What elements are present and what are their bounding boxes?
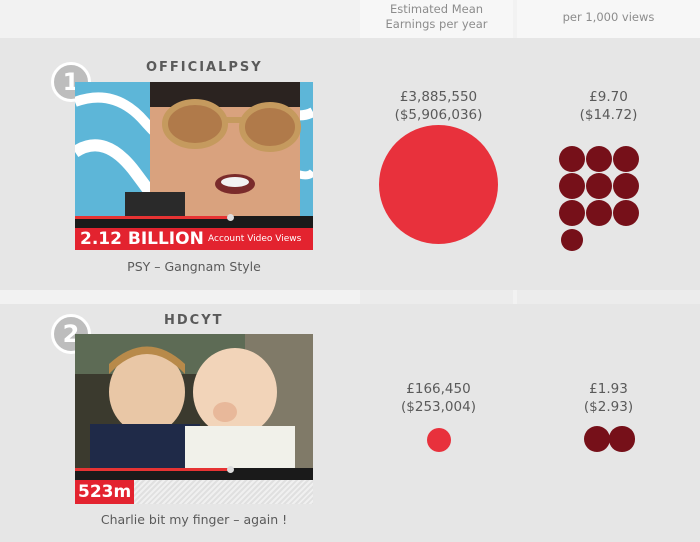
earnings-dot-1 — [379, 125, 498, 244]
header-earnings: Estimated Mean Earnings per year — [360, 0, 513, 40]
per-view-dot-partial — [561, 229, 583, 251]
separator-cell — [357, 290, 360, 304]
video-title-2: Charlie bit my finger – again ! — [100, 512, 288, 527]
per-view-dot — [613, 146, 639, 172]
views-banner-2: 523m — [75, 480, 313, 504]
per-view-dot — [559, 200, 585, 226]
per-view-dot — [584, 426, 610, 452]
per-view-usd-2: ($2.93) — [583, 399, 634, 415]
per-view-dot — [586, 173, 612, 199]
per-view-dot — [613, 173, 639, 199]
earnings-gbp-2: £166,450 — [406, 381, 471, 397]
views-label-1: Account Video Views — [208, 234, 302, 244]
per-view-usd-1: ($14.72) — [579, 107, 638, 123]
per-view-dot — [586, 200, 612, 226]
per-view-dot-partial — [609, 426, 635, 452]
earnings-usd-2: ($253,004) — [401, 399, 476, 415]
channel-name-2: HDCYT — [164, 313, 224, 328]
per-view-dot — [559, 173, 585, 199]
progress-bar-2[interactable] — [75, 468, 230, 471]
per-view-dots-1 — [559, 146, 669, 251]
earnings-dot-2 — [427, 428, 451, 452]
video-thumbnail-2[interactable]: 523m — [75, 334, 313, 504]
separator-cell — [517, 290, 700, 304]
earnings-1: £3,885,550 ($5,906,036) — [360, 88, 517, 124]
header-per-1000: per 1,000 views — [517, 0, 700, 38]
video-title-1: PSY – Gangnam Style — [127, 259, 261, 274]
views-number-1: 2.12 BILLION — [80, 229, 204, 249]
per-view-dot — [559, 146, 585, 172]
per-view-1: £9.70 ($14.72) — [530, 88, 687, 124]
per-view-dot — [586, 146, 612, 172]
per-view-dots-2 — [584, 426, 644, 456]
progress-bar-1[interactable] — [75, 216, 230, 219]
earnings-2: £166,450 ($253,004) — [360, 380, 517, 416]
earnings-usd-1: ($5,906,036) — [394, 107, 483, 123]
per-view-gbp-2: £1.93 — [589, 381, 628, 397]
progress-knob-1[interactable] — [227, 214, 234, 221]
per-view-2: £1.93 ($2.93) — [530, 380, 687, 416]
progress-knob-2[interactable] — [227, 466, 234, 473]
views-banner-1: 2.12 BILLION Account Video Views — [75, 228, 313, 250]
row-separator — [0, 290, 700, 304]
video-player-bar-1[interactable] — [75, 214, 313, 228]
psy-thumbnail-image — [75, 82, 313, 216]
per-view-dot — [613, 200, 639, 226]
earnings-gbp-1: £3,885,550 — [399, 89, 478, 105]
separator-cell — [360, 290, 513, 304]
video-thumbnail-1[interactable]: 2.12 BILLION Account Video Views — [75, 82, 313, 250]
video-player-bar-2[interactable] — [75, 466, 313, 480]
channel-name-1: OFFICIALPSY — [146, 60, 263, 75]
per-view-gbp-1: £9.70 — [589, 89, 628, 105]
views-number-2: 523m — [75, 480, 135, 504]
charlie-thumbnail-image — [75, 334, 313, 468]
